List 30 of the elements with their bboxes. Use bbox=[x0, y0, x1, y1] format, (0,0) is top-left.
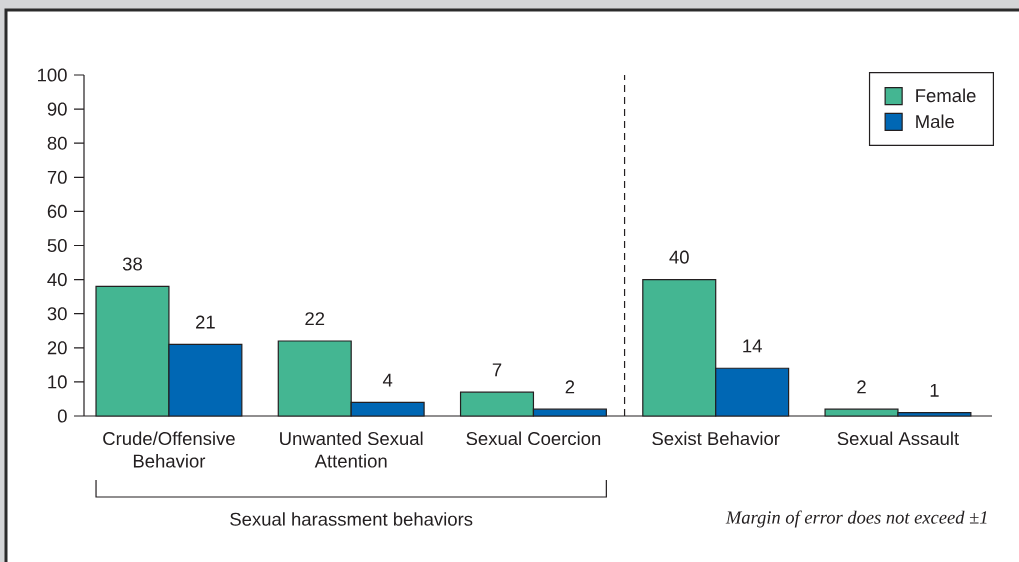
x-tick-label: Crude/Offensive Behavior bbox=[103, 431, 235, 468]
legend-label: Male bbox=[916, 114, 954, 129]
x-tick-label: Unwanted Sexual Attention bbox=[280, 431, 423, 468]
x-tick-label: Sexual Assault bbox=[837, 431, 959, 446]
y-tick-label: 40 bbox=[47, 273, 67, 287]
text: Margin of error does not exceed ±1 bbox=[725, 510, 987, 528]
y-tick-label: 20 bbox=[47, 341, 67, 355]
y-tick-label: 100 bbox=[38, 68, 67, 82]
data-label: 38 bbox=[122, 257, 142, 271]
text: Sexual harassment behaviors bbox=[230, 512, 473, 526]
y-tick-label: 10 bbox=[48, 375, 67, 389]
data-label: 14 bbox=[743, 339, 762, 353]
y-tick-label: 60 bbox=[47, 204, 67, 218]
y-tick-label: 80 bbox=[47, 136, 67, 150]
legend-label: Female bbox=[916, 88, 976, 103]
data-label: 2 bbox=[565, 380, 575, 394]
y-tick-label: 30 bbox=[47, 307, 67, 321]
y-tick-label: 50 bbox=[47, 238, 67, 253]
y-tick-label: 90 bbox=[47, 102, 67, 116]
data-label: 21 bbox=[196, 315, 215, 329]
data-label: 2 bbox=[857, 380, 866, 394]
y-tick-label: 70 bbox=[47, 170, 67, 184]
data-label: 4 bbox=[382, 373, 393, 387]
data-label: 1 bbox=[930, 383, 939, 397]
data-label: 7 bbox=[492, 363, 502, 377]
x-tick-label: Sexist Behavior bbox=[652, 431, 780, 446]
x-tick-label: Sexual Coercion bbox=[466, 431, 601, 446]
y-tick-label: 0 bbox=[57, 409, 67, 423]
data-label: 22 bbox=[305, 312, 325, 326]
data-label: 40 bbox=[669, 250, 689, 264]
